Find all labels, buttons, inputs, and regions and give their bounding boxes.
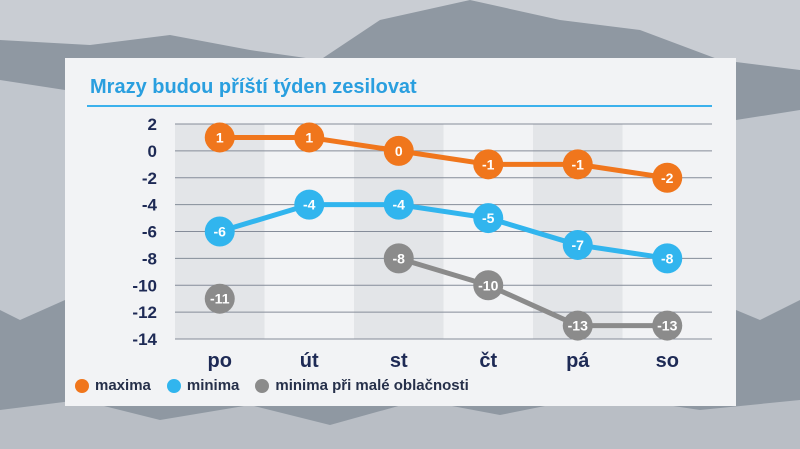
data-label-minima: -4	[393, 197, 406, 213]
data-point-minima	[294, 189, 325, 220]
y-tick-label: 0	[148, 142, 157, 161]
x-tick-label: st	[390, 350, 408, 372]
series-line-minima	[217, 202, 670, 261]
data-point-maxima	[294, 122, 325, 153]
data-point-minima	[473, 203, 504, 234]
legend-swatch-minima	[166, 378, 181, 393]
y-tick-label: -8	[142, 249, 157, 268]
chart-panel: Mrazy budou příští týden zesilovat 2 0 -2 -…	[65, 58, 736, 406]
legend-label-minima-clear: minima při malé oblačnosti	[275, 377, 469, 394]
legend-swatch-maxima	[75, 378, 89, 393]
chart-title: Mrazy budou příští týden zesilovat	[90, 76, 417, 98]
legend-swatch-minima-clear	[255, 378, 270, 393]
data-label-minima: -4	[303, 197, 316, 213]
data-label-minima: -5	[482, 210, 495, 226]
y-tick-label: -10	[132, 276, 157, 295]
data-label-minima-pri-male-oblacnosti: -13	[568, 318, 588, 334]
data-point-maxima	[204, 122, 235, 153]
data-label-minima: -8	[661, 250, 674, 266]
data-label-minima-pri-male-oblacnosti: -11	[210, 291, 230, 307]
data-point-maxima	[473, 149, 504, 180]
data-label-maxima: -1	[482, 156, 495, 172]
data-point-minima	[562, 229, 593, 260]
data-point-minima	[204, 216, 235, 247]
y-tick-label: -2	[142, 169, 157, 188]
y-tick-label: -4	[142, 196, 158, 215]
data-point-minima-pri-male-oblacnosti	[383, 243, 414, 274]
x-tick-label: so	[656, 350, 679, 372]
data-point-minima-pri-male-oblacnosti	[562, 310, 593, 341]
data-label-minima-pri-male-oblacnosti: -13	[657, 318, 677, 334]
data-label-maxima: -1	[572, 156, 585, 172]
data-label-maxima: 0	[395, 143, 403, 159]
x-tick-label: čt	[479, 350, 497, 372]
line-chart: 2 0 -2 -4 -6 -8 -10 -12 -14 po út st čt pá so 1 1 0 -1 -1 -2…	[132, 115, 712, 372]
title-divider	[87, 105, 712, 107]
data-point-maxima	[383, 135, 414, 166]
data-label-minima-pri-male-oblacnosti: -10	[478, 277, 498, 293]
legend-label-maxima: maxima	[95, 377, 151, 394]
y-tick-label: -14	[132, 330, 157, 349]
y-tick-label: -12	[132, 303, 157, 322]
data-label-maxima: 1	[305, 129, 313, 145]
legend-item-maxima: maxima	[75, 377, 151, 394]
legend-label-minima: minima	[186, 377, 240, 394]
legend-item-minima: minima	[166, 377, 240, 394]
data-label-maxima: -2	[661, 170, 674, 186]
y-tick-label: 2	[148, 115, 157, 134]
y-tick-label: -6	[142, 223, 157, 242]
x-tick-label: út	[300, 350, 319, 372]
data-label-minima: -6	[214, 224, 227, 240]
series-line-minima-pri-male-oblacnosti	[396, 255, 670, 329]
data-label-minima: -7	[572, 237, 585, 253]
data-label-maxima: 1	[216, 129, 224, 145]
data-point-minima-pri-male-oblacnosti	[204, 283, 235, 314]
data-point-minima-pri-male-oblacnosti	[473, 270, 504, 301]
data-point-minima-pri-male-oblacnosti	[652, 310, 683, 341]
chart-legend: maxima minima minima při malé oblačnosti	[75, 377, 485, 394]
x-tick-label: pá	[566, 350, 590, 372]
legend-item-minima-clear: minima při malé oblačnosti	[255, 377, 469, 394]
data-label-minima-pri-male-oblacnosti: -8	[393, 250, 406, 266]
data-point-minima	[383, 189, 414, 220]
data-point-minima	[652, 243, 683, 274]
data-point-maxima	[652, 162, 683, 193]
data-point-maxima	[562, 149, 593, 180]
x-tick-label: po	[208, 350, 232, 372]
